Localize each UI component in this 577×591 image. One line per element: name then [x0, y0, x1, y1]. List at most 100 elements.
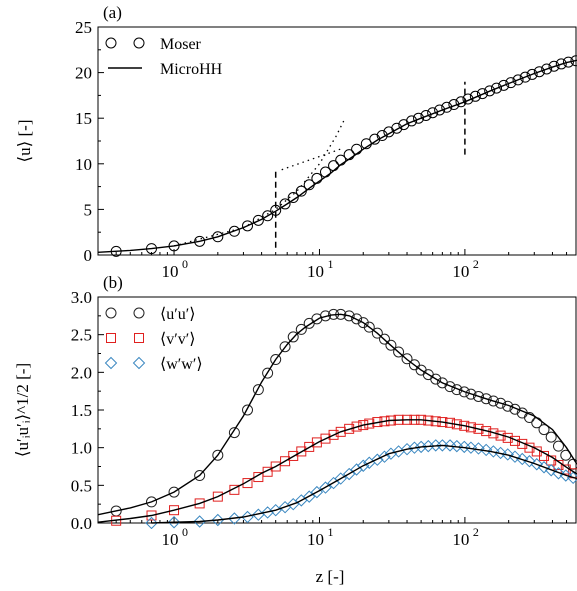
x-tick-label: 10 — [452, 262, 469, 281]
reference-dotted-line — [281, 148, 341, 171]
y-tick-label: 3.0 — [71, 288, 92, 307]
y-tick-label: 15 — [75, 109, 92, 128]
data-point-diamond — [228, 512, 241, 525]
data-point-circle — [393, 346, 405, 358]
x-tick-label: 10 — [452, 530, 469, 549]
legend-label: Moser — [160, 36, 202, 53]
data-point-diamond — [450, 439, 464, 453]
data-point-circle — [526, 68, 538, 80]
panel-b: 0.00.51.01.52.02.53.010 0 10 1 10 2(b)⟨u′ᵢu′ᵢ… — [13, 273, 577, 549]
data-point-circle — [406, 115, 418, 127]
data-point-diamond — [516, 452, 529, 466]
data-point-circle — [509, 403, 521, 415]
data-point-square — [358, 420, 369, 431]
data-point-diamond — [145, 516, 158, 529]
data-point-square — [481, 426, 492, 437]
data-point-circle — [279, 198, 291, 210]
data-point-diamond — [414, 440, 428, 454]
panel-label: (a) — [103, 3, 122, 22]
data-point-circle — [519, 71, 531, 83]
x-tick-label: 10 — [162, 262, 179, 281]
data-point-circle — [458, 386, 470, 398]
data-point-circle — [469, 90, 481, 102]
legend: Moser MicroHH — [105, 36, 223, 78]
data-point-circle — [146, 496, 158, 508]
y-axis-title: ⟨u⟩ [-] — [15, 120, 34, 163]
panel-label: (b) — [103, 273, 123, 292]
data-point-circle — [376, 130, 388, 142]
data-point-circle — [212, 449, 224, 461]
x-tick-label: 10 — [307, 530, 324, 549]
data-point-square — [335, 426, 346, 437]
y-tick-label: 0 — [84, 246, 93, 265]
y-tick-label: 2.0 — [71, 363, 92, 382]
data-point-circle — [328, 160, 340, 172]
data-point-circle — [168, 486, 180, 498]
data-point-diamond — [408, 441, 421, 454]
data-point-circle — [484, 85, 496, 97]
data-point-circle — [287, 331, 299, 343]
legend: ⟨u′u′⟩ ⟨v′v′⟩ ⟨w′w′⟩ — [104, 306, 203, 373]
data-point-circle — [491, 82, 503, 94]
legend-label: ⟨u′u′⟩ — [160, 306, 195, 323]
y-tick-label: 0.0 — [71, 514, 92, 533]
data-point-square — [320, 433, 331, 444]
x-tick-label: 10 — [307, 262, 324, 281]
series-line — [98, 313, 577, 516]
data-point-square — [169, 505, 180, 516]
data-point-circle — [472, 390, 484, 402]
y-tick-label: 2.5 — [71, 326, 92, 345]
data-point-square — [459, 420, 470, 431]
data-point-diamond — [472, 442, 485, 455]
y-tick-label: 10 — [75, 155, 92, 174]
data-point-square — [212, 491, 223, 502]
data-point-square — [270, 461, 281, 472]
data-point-circle — [434, 104, 446, 116]
data-point-circle — [363, 321, 375, 333]
y-tick-label: 25 — [75, 18, 92, 37]
data-point-circle — [562, 56, 574, 68]
data-point-diamond — [193, 515, 206, 528]
reference-dotted-line — [173, 117, 346, 247]
data-point-circle — [541, 63, 553, 75]
data-point-circle — [512, 74, 524, 86]
data-point-square — [465, 422, 476, 433]
legend-marker — [105, 37, 117, 49]
series-line — [98, 59, 577, 253]
data-point-circle — [270, 204, 282, 216]
data-point-circle — [498, 79, 510, 91]
y-tick-label: 1.0 — [71, 439, 92, 458]
legend-label: MicroHH — [160, 61, 223, 78]
data-point-square — [379, 416, 390, 427]
data-point-circle — [401, 353, 413, 365]
data-point-diamond — [464, 441, 478, 454]
data-point-diamond — [400, 442, 414, 456]
x-tick-exponent: 1 — [327, 525, 333, 539]
plot-area — [98, 308, 577, 529]
x-tick-exponent: 2 — [473, 257, 479, 271]
data-point-circle — [194, 470, 206, 482]
data-point-circle — [295, 323, 307, 335]
x-tick-exponent: 0 — [182, 257, 188, 271]
series-line — [151, 444, 577, 524]
legend-marker — [106, 333, 116, 343]
data-point-circle — [545, 431, 557, 443]
data-point-circle — [351, 313, 363, 325]
y-tick-label: 20 — [75, 64, 92, 83]
data-point-circle — [523, 412, 535, 424]
data-point-circle — [262, 367, 274, 379]
data-point-diamond — [494, 446, 507, 460]
x-tick-exponent: 2 — [473, 525, 479, 539]
data-point-circle — [351, 143, 363, 155]
data-point-square — [328, 429, 339, 440]
data-point-square — [280, 456, 291, 467]
data-point-circle — [570, 55, 577, 67]
y-tick-label: 0.5 — [71, 476, 92, 495]
data-point-circle — [242, 404, 254, 416]
data-point-diamond — [501, 448, 514, 461]
data-point-circle — [413, 112, 425, 124]
data-point-square — [344, 423, 355, 434]
x-tick-exponent: 1 — [327, 257, 333, 271]
data-point-diamond — [487, 445, 500, 458]
data-point-circle — [420, 109, 432, 121]
